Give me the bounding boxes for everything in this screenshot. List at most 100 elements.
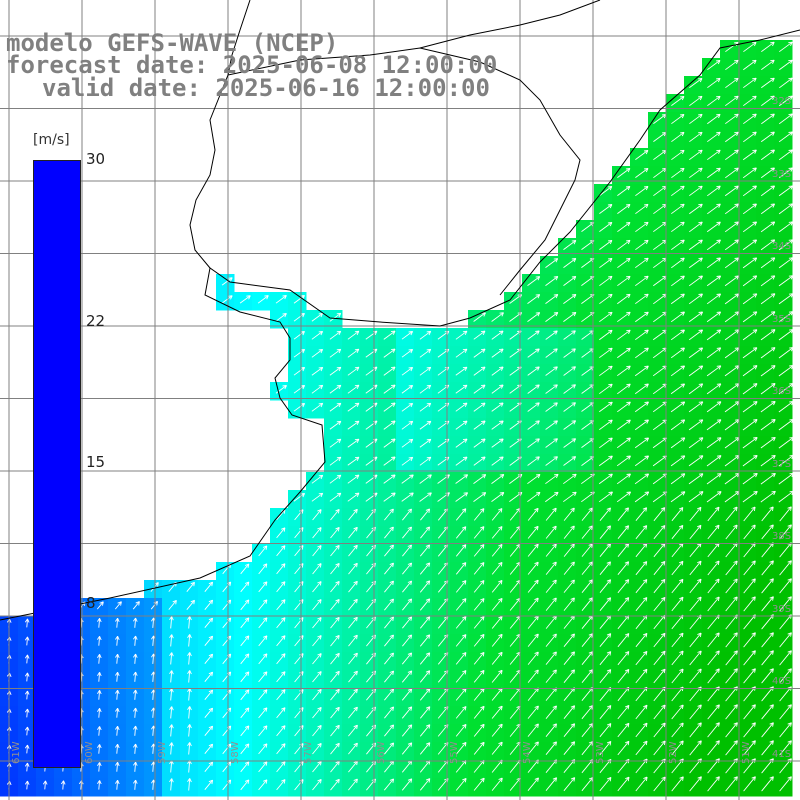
wind-arrow	[779, 77, 793, 89]
wind-arrow	[761, 77, 775, 89]
legend-tick-label: 8	[86, 594, 96, 613]
wind-arrow	[671, 185, 685, 197]
wind-arrow	[724, 293, 740, 305]
wind-arrow	[545, 330, 558, 340]
wind-arrow	[383, 366, 396, 376]
longitude-label: 55W	[449, 741, 460, 764]
wind-arrow	[617, 347, 631, 359]
wind-arrow	[311, 366, 324, 376]
wind-arrow	[617, 257, 631, 269]
wind-arrow	[761, 113, 775, 125]
wind-arrow	[617, 275, 631, 287]
wind-arrow	[671, 95, 685, 106]
wind-arrow	[527, 330, 540, 340]
wind-arrow	[689, 77, 703, 88]
wind-arrow	[742, 329, 758, 341]
wind-arrow	[760, 221, 776, 233]
wind-arrow	[706, 347, 722, 359]
wind-arrow	[778, 311, 794, 323]
legend-tick-label: 30	[86, 150, 106, 168]
wind-arrow	[635, 221, 649, 233]
wind-arrow	[383, 348, 396, 358]
wind-arrow	[670, 347, 685, 359]
wind-arrow	[527, 276, 541, 286]
wind-arrow	[419, 366, 432, 376]
wind-arrow	[706, 311, 722, 323]
wind-arrow	[760, 293, 776, 305]
wind-arrow	[311, 348, 324, 358]
wind-arrow	[383, 330, 396, 340]
wind-arrow	[742, 311, 758, 323]
latitude-label: 35S	[772, 313, 792, 325]
wind-arrow	[778, 203, 794, 215]
wind-arrow	[491, 312, 504, 322]
wind-arrow	[419, 348, 432, 358]
wind-arrow	[689, 131, 703, 143]
wind-arrow	[671, 203, 685, 215]
wind-arrow	[599, 257, 613, 269]
wind-arrow	[688, 293, 703, 305]
wind-arrow	[724, 203, 739, 215]
wind-arrow	[329, 312, 342, 322]
wind-arrow	[527, 366, 540, 376]
wind-arrow	[778, 131, 793, 143]
wind-arrow	[688, 239, 703, 251]
wind-arrow	[563, 330, 576, 340]
wind-arrow	[347, 348, 360, 358]
wind-arrow	[401, 348, 414, 358]
latitude-label: 40S	[772, 676, 792, 687]
wind-arrow	[742, 167, 757, 179]
wind-arrow	[778, 239, 794, 251]
wind-arrow	[221, 277, 233, 286]
wind-arrow	[671, 221, 685, 233]
wind-arrow	[311, 330, 324, 340]
wind-arrow	[563, 348, 576, 358]
longitude-label: 58W	[230, 741, 241, 764]
wind-arrow	[545, 258, 559, 268]
wind-arrow	[707, 203, 721, 215]
wind-arrow	[617, 221, 631, 233]
wind-arrow	[419, 330, 432, 340]
wind-arrow	[760, 347, 776, 359]
wind-arrow	[545, 294, 559, 304]
wind-arrow	[563, 276, 577, 286]
wind-arrow	[329, 330, 342, 340]
wind-arrow	[455, 348, 468, 358]
wind-arrow	[725, 113, 739, 125]
wind-arrow	[635, 293, 649, 305]
wind-arrow	[635, 257, 649, 269]
wind-arrow	[779, 59, 793, 71]
wind-arrow	[635, 149, 649, 160]
wind-arrow	[707, 131, 721, 143]
wind-arrow	[778, 275, 794, 287]
wind-arrow	[545, 312, 559, 322]
wind-arrow	[617, 185, 631, 196]
wind-arrow	[401, 366, 414, 376]
latitude-label: 34S	[772, 241, 792, 252]
wind-arrow	[688, 275, 703, 287]
wind-arrow	[473, 366, 486, 376]
wind-arrow	[706, 221, 721, 233]
wind-arrow-field	[6, 41, 794, 792]
wind-arrow	[761, 59, 775, 71]
wind-arrow	[743, 41, 757, 53]
wind-arrow	[599, 347, 613, 359]
longitude-label: 54W	[522, 741, 533, 764]
wind-arrow	[491, 366, 504, 376]
wind-arrow	[706, 293, 722, 305]
wind-arrow	[778, 95, 793, 107]
wind-arrow	[455, 330, 468, 340]
wind-arrow	[707, 59, 721, 71]
wind-arrow	[401, 330, 414, 340]
wind-arrow	[671, 131, 685, 143]
longitude-label: 53W	[595, 741, 606, 764]
wind-arrow	[563, 294, 577, 304]
wind-arrow	[329, 348, 342, 358]
wind-arrow	[760, 131, 775, 143]
longitude-label: 51W	[741, 741, 752, 764]
wind-arrow	[347, 366, 360, 376]
wind-arrow	[725, 167, 739, 179]
wind-arrow	[635, 239, 649, 251]
wind-arrow	[635, 203, 649, 215]
